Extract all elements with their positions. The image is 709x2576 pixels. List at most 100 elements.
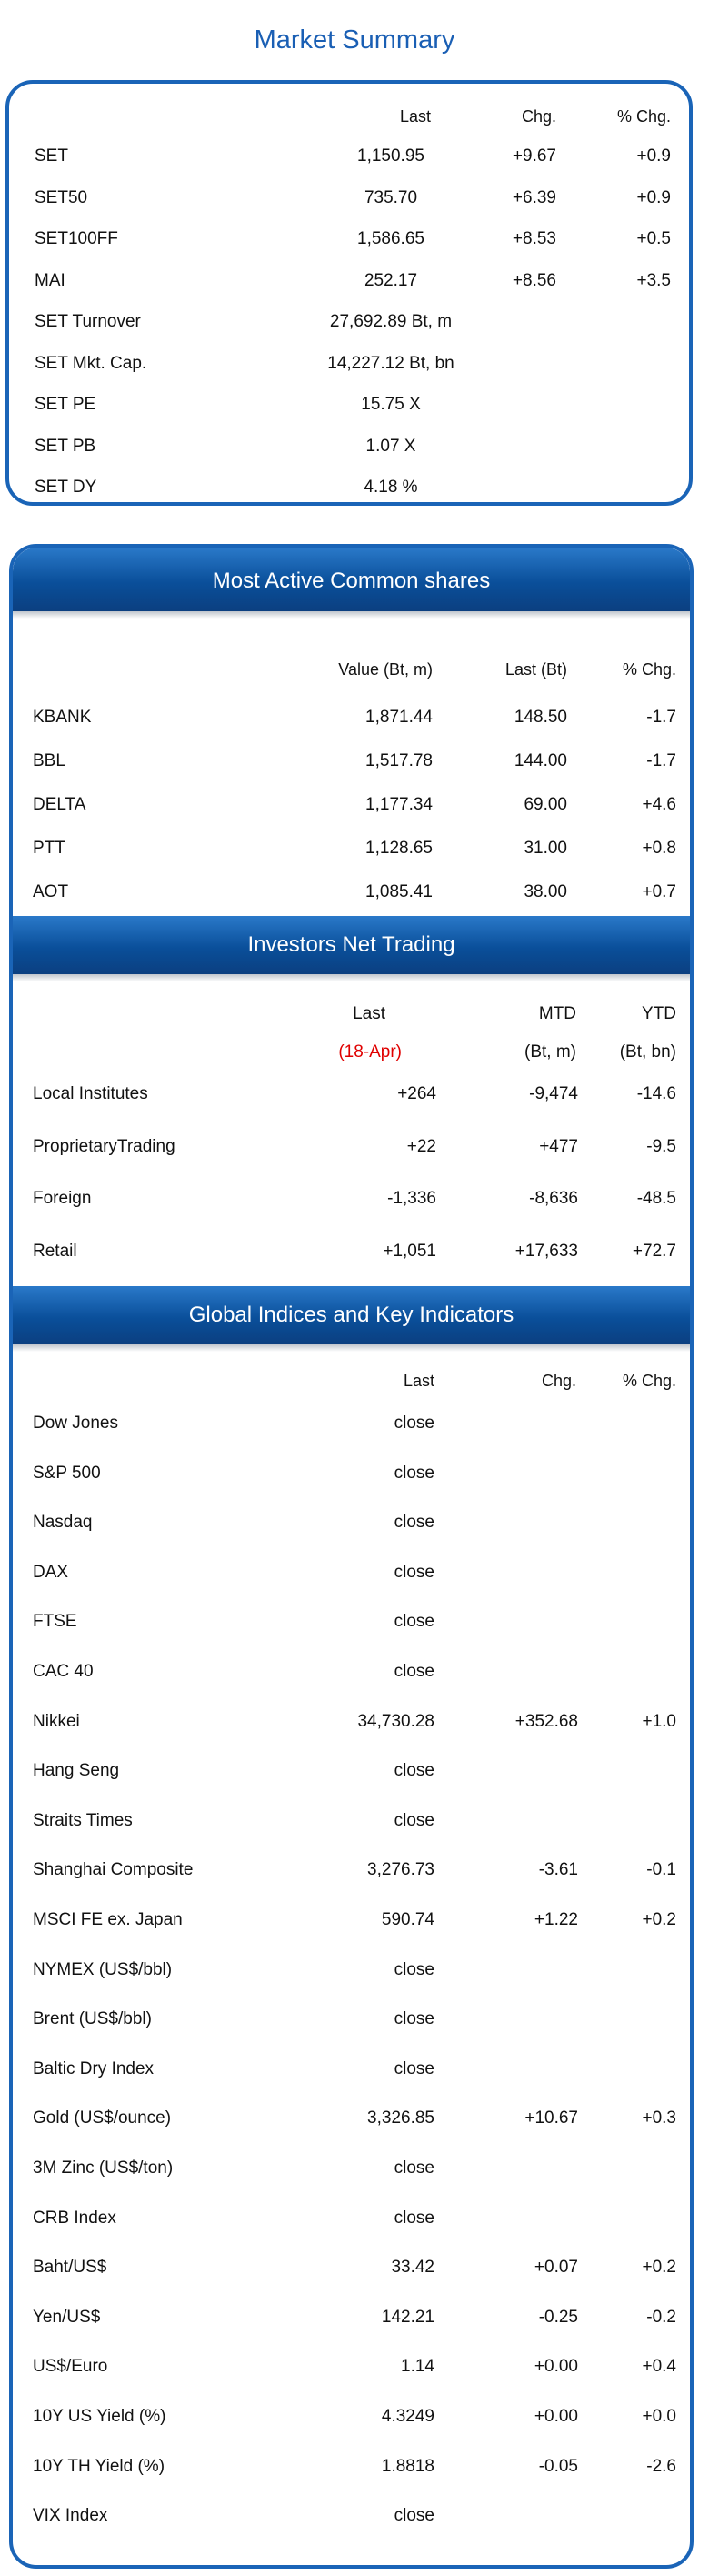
row-pchg: +4.6 <box>642 795 676 814</box>
row-ytd: -9.5 <box>646 1136 676 1156</box>
header-mtd-unit: (Bt, m) <box>524 1042 576 1062</box>
row-last: 1,150.95 <box>357 146 424 166</box>
row-chg: +0.00 <box>534 2407 578 2426</box>
most-active-header: Most Active Common shares <box>13 548 690 611</box>
row-last: 148.50 <box>514 708 567 727</box>
investor-type: Retail <box>33 1241 77 1261</box>
row-last: close <box>394 1562 434 1582</box>
market-details-panel: Most Active Common shares Value (Bt, m) … <box>9 544 694 2569</box>
row-pchg: +0.2 <box>642 2258 676 2278</box>
indicator-name: Brent (US$/bbl) <box>33 2009 152 2029</box>
header-pchg: % Chg. <box>622 660 676 679</box>
row-last: 31.00 <box>524 839 567 858</box>
row-last: 1.14 <box>401 2357 434 2377</box>
row-pchg: +0.9 <box>636 187 671 207</box>
row-last: close <box>394 2009 434 2029</box>
row-chg: +6.39 <box>512 187 556 207</box>
row-last: 735.70 <box>364 187 418 207</box>
row-last: +22 <box>406 1136 436 1156</box>
row-label: MAI <box>35 270 65 290</box>
row-chg: +10.67 <box>524 2108 578 2128</box>
row-ytd: +72.7 <box>632 1241 676 1261</box>
investor-type: Local Institutes <box>33 1084 148 1103</box>
row-chg: -3.61 <box>538 1860 578 1880</box>
row-label: SET50 <box>35 187 88 207</box>
row-ytd: -14.6 <box>636 1084 676 1103</box>
row-last: -1,336 <box>387 1189 436 1208</box>
indicator-name: Nasdaq <box>33 1513 93 1533</box>
indicator-name: 10Y US Yield (%) <box>33 2407 166 2426</box>
row-last: 15.75 X <box>361 395 421 414</box>
row-last: close <box>394 1662 434 1681</box>
row-last: 1,586.65 <box>357 229 424 248</box>
market-summary-table: Last Chg. % Chg. SET 1,150.95 +9.67 +0.9 SET… <box>5 80 693 506</box>
row-chg: +0.07 <box>534 2258 578 2278</box>
row-last: 3,276.73 <box>367 1860 434 1880</box>
investor-type: ProprietaryTrading <box>33 1136 175 1156</box>
row-pchg: +1.0 <box>642 1711 676 1731</box>
header-mtd: MTD <box>538 1004 576 1023</box>
global-header: Global Indices and Key Indicators <box>13 1286 690 1344</box>
indicator-name: MSCI FE ex. Japan <box>33 1910 183 1929</box>
row-pchg: -0.1 <box>646 1860 676 1880</box>
header-pchg: % Chg. <box>622 1372 676 1390</box>
header-last: Last <box>353 1004 385 1023</box>
row-last: 33.42 <box>391 2258 434 2278</box>
row-mtd: -8,636 <box>529 1189 578 1208</box>
row-chg: +1.22 <box>534 1910 578 1929</box>
row-pchg: +0.2 <box>642 1910 676 1929</box>
indicator-name: Nikkei <box>33 1711 80 1731</box>
header-last: Last (Bt) <box>504 660 567 679</box>
row-last: 3,326.85 <box>367 2108 434 2128</box>
indicator-name: S&P 500 <box>33 1463 101 1483</box>
header-ytd-unit: (Bt, bn) <box>619 1042 676 1062</box>
row-mtd: +17,633 <box>514 1241 578 1261</box>
indicator-name: Straits Times <box>33 1810 133 1830</box>
row-last: 252.17 <box>364 270 418 290</box>
row-value: 1,517.78 <box>365 751 433 770</box>
row-last: close <box>394 1959 434 1979</box>
row-last: 1.8818 <box>381 2456 434 2476</box>
row-pchg: -0.2 <box>646 2307 676 2327</box>
stock-name: BBL <box>33 751 65 770</box>
indicator-name: US$/Euro <box>33 2357 108 2377</box>
indicator-name: Baltic Dry Index <box>33 2058 155 2078</box>
row-last: 27,692.89 Bt, m <box>329 312 453 331</box>
row-last: close <box>394 1612 434 1632</box>
investors-header: Investors Net Trading <box>13 916 690 974</box>
row-label: SET Mkt. Cap. <box>35 353 147 373</box>
indicator-name: Dow Jones <box>33 1414 118 1433</box>
row-last: 4.18 % <box>364 478 418 497</box>
row-last: close <box>394 2058 434 2078</box>
stock-name: PTT <box>33 839 65 858</box>
stock-name: DELTA <box>33 795 86 814</box>
row-last: close <box>394 1463 434 1483</box>
indicator-name: Hang Seng <box>33 1761 120 1781</box>
row-last: 34,730.28 <box>357 1711 434 1731</box>
header-chg: Chg. <box>521 107 556 126</box>
row-pchg: +0.3 <box>642 2108 676 2128</box>
row-chg: +8.56 <box>512 270 556 290</box>
row-pchg: +0.9 <box>636 146 671 166</box>
row-last: close <box>394 1761 434 1781</box>
indicator-name: VIX Index <box>33 2506 108 2526</box>
row-label: SET <box>35 146 68 166</box>
row-pchg: +3.5 <box>636 270 671 290</box>
row-last: +264 <box>397 1084 436 1103</box>
stock-name: KBANK <box>33 708 92 727</box>
row-last: 69.00 <box>524 795 567 814</box>
indicator-name: FTSE <box>33 1612 77 1632</box>
row-last: 38.00 <box>524 882 567 901</box>
header-chg: Chg. <box>541 1372 576 1390</box>
row-mtd: -9,474 <box>529 1084 578 1103</box>
row-last: close <box>394 1810 434 1830</box>
indicator-name: Baht/US$ <box>33 2258 107 2278</box>
row-value: 1,128.65 <box>365 839 433 858</box>
row-ytd: -48.5 <box>636 1189 676 1208</box>
row-last: close <box>394 2506 434 2526</box>
row-chg: -0.25 <box>538 2307 578 2327</box>
row-pchg: +0.0 <box>642 2407 676 2426</box>
row-pchg: +0.8 <box>642 839 676 858</box>
row-pchg: +0.5 <box>636 229 671 248</box>
indicator-name: NYMEX (US$/bbl) <box>33 1959 173 1979</box>
